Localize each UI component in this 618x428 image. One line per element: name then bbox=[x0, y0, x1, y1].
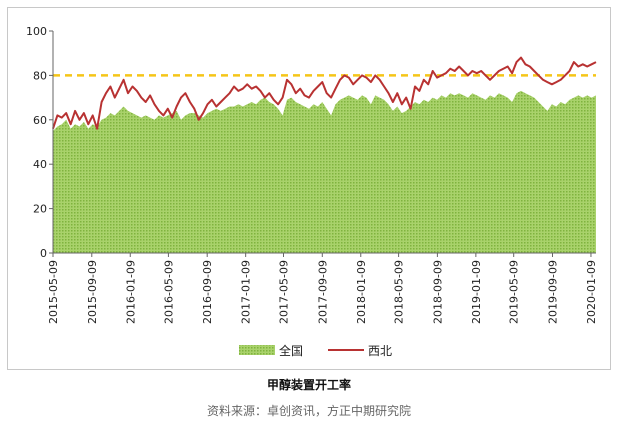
chart-frame: 0 20 40 60 80 100 2015-05-09 2015-09-09 2016-01… bbox=[7, 7, 611, 370]
x-tick-label: 2019-01-09 bbox=[470, 260, 483, 324]
x-tick-label: 2017-05-09 bbox=[278, 260, 291, 324]
x-tick-label: 2015-09-09 bbox=[86, 260, 99, 324]
x-tick-label: 2018-01-09 bbox=[355, 260, 368, 324]
y-axis-ticks: 0 20 40 60 80 100 bbox=[26, 25, 47, 260]
x-tick-label: 2017-01-09 bbox=[240, 260, 253, 324]
x-tick-label: 2018-05-09 bbox=[393, 260, 406, 324]
x-tick-label: 2016-09-09 bbox=[201, 260, 214, 324]
operating-rate-chart: 0 20 40 60 80 100 2015-05-09 2015-09-09 2016-01… bbox=[26, 25, 598, 358]
x-tick-label: 2019-05-09 bbox=[508, 260, 521, 324]
x-tick-label: 2018-09-09 bbox=[431, 260, 444, 324]
axis-layer bbox=[49, 30, 596, 257]
legend: 全国 西北 bbox=[239, 343, 392, 358]
x-tick-label: 2016-05-09 bbox=[162, 260, 175, 324]
legend-label-national: 全国 bbox=[279, 343, 303, 358]
source-note: 资料来源：卓创资讯，方正中期研究院 bbox=[206, 404, 411, 418]
series-area-national bbox=[53, 90, 596, 254]
x-axis-ticks: 2015-05-09 2015-09-09 2016-01-09 2016-05-09… bbox=[47, 260, 598, 324]
x-tick-label: 2017-09-09 bbox=[316, 260, 329, 324]
y-tick-label: 60 bbox=[33, 114, 47, 127]
x-tick-label: 2019-09-09 bbox=[546, 260, 559, 324]
y-tick-label: 0 bbox=[40, 247, 47, 260]
legend-label-northwest: 西北 bbox=[368, 344, 392, 358]
y-tick-label: 80 bbox=[33, 69, 47, 82]
legend-swatch-national bbox=[239, 345, 275, 355]
x-tick-label: 2015-05-09 bbox=[47, 260, 60, 324]
y-tick-label: 20 bbox=[33, 203, 47, 216]
series-layer bbox=[52, 56, 597, 254]
chart-caption: 甲醇装置开工率 bbox=[266, 378, 351, 392]
y-tick-label: 100 bbox=[26, 25, 47, 38]
x-tick-label: 2016-01-09 bbox=[124, 260, 137, 324]
y-tick-label: 40 bbox=[33, 158, 47, 171]
series-line-northwest bbox=[52, 56, 597, 130]
x-tick-label: 2020-01-09 bbox=[585, 260, 598, 324]
